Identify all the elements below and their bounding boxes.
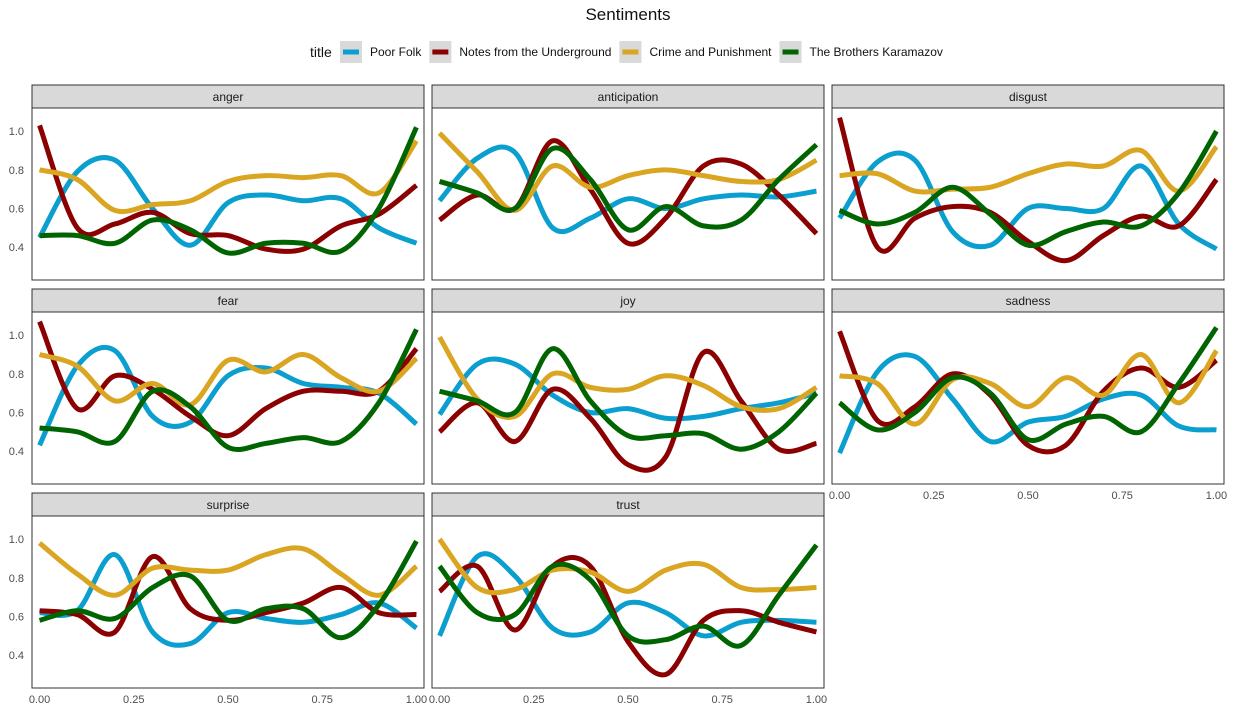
- lines-anticipation: [437, 131, 819, 247]
- y-tick-label-surprise-1: 0.6: [9, 611, 24, 623]
- y-tick-label-anger-2: 0.8: [9, 165, 24, 177]
- x-tick-label-surprise-1: 0.25: [123, 694, 144, 706]
- lines-anger: [37, 124, 419, 256]
- x-tick-label-surprise-0: 0.00: [29, 694, 50, 706]
- facet-panel-surprise: surprise 0.4 0.6 0.8 1.0 0.00 0.25 0.50 0.75 1.00: [9, 492, 427, 706]
- chart-title: Sentiments: [585, 5, 670, 24]
- legend-label-2: Crime and Punishment: [649, 45, 772, 59]
- facet-panel-sadness: sadness 0.00 0.25 0.50 0.75 1.00: [829, 288, 1227, 502]
- panel-border-fear: [31, 311, 425, 485]
- x-tick-label-surprise-3: 0.75: [312, 694, 333, 706]
- series-line-fear-2: [38, 352, 419, 408]
- strip-label-anger: anger: [213, 90, 244, 104]
- facet-panel-anger: anger 0.4 0.6 0.8 1.0: [9, 84, 425, 281]
- series-line-fear-3: [39, 328, 419, 452]
- y-tick-label-surprise-2: 0.8: [9, 573, 24, 585]
- y-tick-label-fear-1: 0.6: [9, 407, 24, 419]
- x-tick-label-sadness-2: 0.50: [1017, 490, 1038, 502]
- series-line-anger-2: [38, 139, 419, 215]
- legend-label-1: Notes from the Underground: [459, 45, 611, 59]
- strip-label-surprise: surprise: [207, 498, 250, 512]
- y-tick-label-surprise-0: 0.4: [9, 650, 24, 662]
- x-tick-label-trust-4: 1.00: [806, 694, 827, 706]
- x-tick-label-sadness-1: 0.25: [923, 490, 944, 502]
- series-line-anticipation-3: [438, 142, 819, 233]
- panel-border-sadness: [831, 311, 1225, 485]
- lines-trust: [437, 537, 819, 678]
- panel-border-joy: [431, 311, 825, 485]
- y-tick-label-anger-0: 0.4: [9, 242, 24, 254]
- facet-panel-anticipation: anticipation: [431, 84, 825, 281]
- series-line-surprise-2: [37, 541, 419, 598]
- facet-panel-trust: trust 0.00 0.25 0.50 0.75 1.00: [429, 492, 827, 706]
- panel-border-surprise: [31, 515, 425, 689]
- strip-label-fear: fear: [218, 294, 239, 308]
- x-tick-label-trust-3: 0.75: [712, 694, 733, 706]
- y-tick-label-fear-3: 1.0: [9, 330, 24, 342]
- series-line-trust-2: [437, 537, 817, 596]
- series-line-joy-3: [438, 346, 819, 452]
- strip-label-trust: trust: [616, 498, 640, 512]
- series-line-disgust-0: [837, 150, 1218, 252]
- x-tick-label-sadness-3: 0.75: [1112, 490, 1133, 502]
- series-line-anger-3: [39, 126, 419, 256]
- lines-surprise: [37, 539, 419, 648]
- lines-disgust: [837, 116, 1219, 264]
- series-line-sadness-3: [837, 326, 1219, 443]
- series-line-sadness-1: [837, 330, 1219, 455]
- strip-label-sadness: sadness: [1006, 294, 1051, 308]
- series-line-surprise-3: [38, 539, 419, 641]
- x-tick-label-surprise-4: 1.00: [406, 694, 427, 706]
- facet-panels: anger 0.4 0.6 0.8 1.0 anticipation disgust fear…: [9, 84, 1227, 706]
- x-tick-label-sadness-4: 1.00: [1206, 490, 1227, 502]
- y-tick-label-anger-3: 1.0: [9, 126, 24, 138]
- lines-joy: [437, 335, 819, 473]
- series-line-disgust-1: [837, 116, 1219, 264]
- panel-border-disgust: [831, 107, 1225, 281]
- x-tick-label-trust-1: 0.25: [523, 694, 544, 706]
- facet-panel-disgust: disgust: [831, 84, 1225, 281]
- legend-title: title: [310, 44, 332, 60]
- strip-label-joy: joy: [619, 294, 635, 308]
- legend-label-3: The Brothers Karamazov: [810, 45, 943, 59]
- facet-panel-joy: joy: [431, 288, 825, 485]
- x-tick-label-sadness-0: 0.00: [829, 490, 850, 502]
- x-tick-label-trust-0: 0.00: [429, 694, 450, 706]
- series-line-fear-0: [37, 344, 419, 447]
- y-tick-label-fear-2: 0.8: [9, 369, 24, 381]
- y-tick-label-anger-1: 0.6: [9, 203, 24, 215]
- strip-label-anticipation: anticipation: [598, 90, 659, 104]
- series-line-surprise-0: [39, 552, 418, 648]
- series-line-trust-3: [437, 543, 819, 649]
- series-line-disgust-3: [838, 129, 1219, 249]
- series-line-anticipation-2: [437, 131, 818, 213]
- series-line-sadness-0: [837, 352, 1217, 455]
- series-line-trust-0: [437, 551, 817, 639]
- lines-sadness: [837, 326, 1219, 455]
- facet-panel-fear: fear 0.4 0.6 0.8 1.0: [9, 288, 425, 485]
- series-line-anger-0: [37, 155, 418, 248]
- strip-label-disgust: disgust: [1009, 90, 1048, 104]
- y-tick-label-fear-0: 0.4: [9, 446, 24, 458]
- series-line-anger-1: [37, 124, 419, 254]
- legend-label-0: Poor Folk: [370, 45, 422, 59]
- series-line-anticipation-0: [437, 144, 817, 235]
- legend: title Poor Folk Notes from the Underground…: [310, 41, 943, 63]
- x-tick-label-surprise-2: 0.50: [217, 694, 238, 706]
- series-line-disgust-2: [839, 145, 1219, 195]
- x-tick-label-trust-2: 0.50: [617, 694, 638, 706]
- lines-fear: [37, 320, 419, 452]
- series-line-fear-1: [37, 320, 419, 439]
- y-tick-label-surprise-3: 1.0: [9, 534, 24, 546]
